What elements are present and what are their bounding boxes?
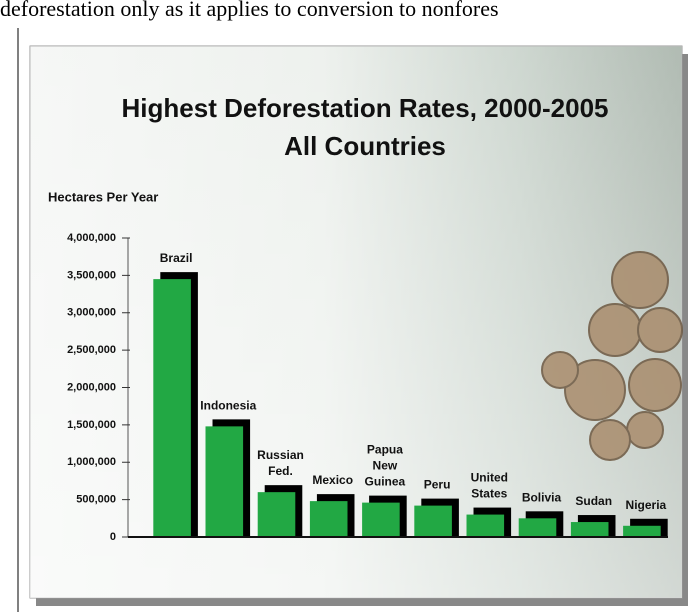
bar: [257, 492, 296, 537]
category-label: Peru: [424, 478, 451, 492]
y-tick-label: 2,000,000: [67, 381, 116, 393]
bar: [518, 518, 557, 537]
category-label: Bolivia: [522, 490, 562, 504]
bar: [414, 505, 452, 537]
bar: [362, 502, 400, 537]
chart-title: Highest Deforestation Rates, 2000-2005: [122, 93, 609, 123]
bar: [623, 525, 661, 537]
category-label: Russian Fed.: [257, 448, 304, 478]
category-label: Brazil: [160, 251, 193, 265]
bar: [570, 522, 609, 537]
chart-subtitle: All Countries: [284, 131, 446, 161]
y-tick-label: 1,500,000: [67, 419, 116, 431]
category-label: United States: [471, 471, 508, 501]
document-text: deforestation only as it applies to conv…: [0, 0, 499, 21]
y-tick-label: 500,000: [76, 494, 116, 506]
y-tick-label: 3,000,000: [67, 307, 116, 319]
bar: [205, 426, 244, 537]
category-label: Papua New Guinea: [365, 443, 406, 489]
logs-decoration: [541, 251, 683, 461]
category-label: Sudan: [575, 494, 612, 508]
y-axis-label: Hectares Per Year: [48, 189, 158, 204]
bar: [309, 501, 348, 537]
category-label: Nigeria: [626, 498, 667, 512]
bar: [153, 279, 191, 537]
category-label: Indonesia: [200, 399, 256, 413]
y-tick-label: 0: [110, 531, 116, 543]
bar: [466, 514, 505, 537]
fog-overlay: [30, 46, 682, 598]
y-tick-label: 1,000,000: [67, 456, 116, 468]
y-tick-label: 3,500,000: [67, 269, 116, 281]
y-tick-label: 2,500,000: [67, 344, 116, 356]
y-tick-label: 4,000,000: [67, 232, 116, 244]
category-label: Mexico: [312, 473, 353, 487]
